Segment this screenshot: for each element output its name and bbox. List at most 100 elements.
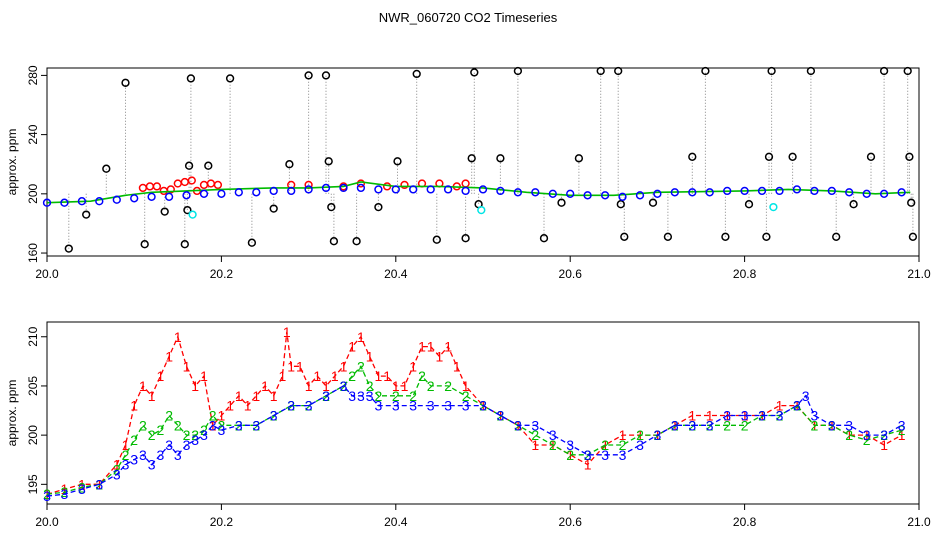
top-y-tick-label: 240 xyxy=(26,124,40,144)
bottom-point-3: 3 xyxy=(863,427,871,443)
bottom-point-3: 3 xyxy=(706,417,714,433)
top-point xyxy=(173,179,182,188)
bottom-point-2: 2 xyxy=(723,417,731,433)
top-point xyxy=(879,189,889,198)
bottom-point-1: 1 xyxy=(183,358,191,374)
top-point xyxy=(701,66,710,76)
top-point xyxy=(186,74,196,83)
bottom-point-3: 3 xyxy=(514,417,522,433)
top-point xyxy=(443,185,453,194)
top-series-line xyxy=(46,181,911,204)
top-point xyxy=(905,152,914,161)
bottom-point-1: 1 xyxy=(741,408,749,424)
bottom-point-3: 3 xyxy=(845,417,853,433)
bottom-point-3: 3 xyxy=(183,437,191,453)
top-point xyxy=(82,210,91,219)
top-point xyxy=(496,154,505,163)
top-point xyxy=(269,204,278,213)
bottom-point-1: 1 xyxy=(226,398,234,414)
top-x-tick-label: 20.6 xyxy=(559,267,583,281)
top-point xyxy=(324,157,333,166)
bottom-point-3: 3 xyxy=(723,408,731,424)
top-point xyxy=(566,189,575,198)
top-point xyxy=(688,188,697,197)
bottom-point-2: 2 xyxy=(78,479,86,495)
bottom-point-2: 2 xyxy=(409,388,417,404)
top-point xyxy=(461,234,470,243)
bottom-point-3: 3 xyxy=(584,447,592,463)
bottom-point-1: 1 xyxy=(392,378,400,394)
top-point xyxy=(467,154,476,163)
bottom-point-2: 2 xyxy=(366,378,374,394)
bottom-point-2: 2 xyxy=(497,408,505,424)
bottom-point-3: 3 xyxy=(828,417,836,433)
bottom-point-3: 3 xyxy=(270,408,278,424)
bottom-point-3: 3 xyxy=(95,476,103,492)
top-point xyxy=(321,71,331,80)
top-point xyxy=(138,183,148,193)
bottom-point-1: 1 xyxy=(296,358,304,374)
bottom-point-1: 1 xyxy=(313,368,321,384)
bottom-point-3: 3 xyxy=(793,398,801,414)
bottom-point-3: 3 xyxy=(654,427,662,443)
top-point xyxy=(757,186,767,196)
top-point xyxy=(112,195,121,204)
bottom-point-3: 3 xyxy=(218,422,226,438)
top-point xyxy=(217,189,226,198)
bottom-point-3: 3 xyxy=(322,388,330,404)
bottom-point-3: 3 xyxy=(235,417,243,433)
bottom-point-1: 1 xyxy=(776,398,784,414)
top-point xyxy=(767,66,776,76)
bottom-point-1: 1 xyxy=(95,476,103,492)
top-point xyxy=(352,237,361,246)
bottom-point-1: 1 xyxy=(601,437,609,453)
bottom-point-1: 1 xyxy=(401,378,409,394)
bottom-point-3: 3 xyxy=(148,457,156,473)
bottom-point-1: 1 xyxy=(235,388,243,404)
bottom-point-2: 2 xyxy=(165,408,173,424)
bottom-x-tick-label: 20.4 xyxy=(384,515,408,529)
bottom-point-2: 2 xyxy=(462,388,470,404)
top-y-tick-label: 200 xyxy=(26,183,40,203)
bottom-point-3: 3 xyxy=(688,417,696,433)
top-point xyxy=(620,232,629,241)
top-point xyxy=(614,66,623,76)
bottom-point-3: 3 xyxy=(549,427,557,443)
bottom-y-tick-label: 195 xyxy=(26,474,40,494)
top-point xyxy=(304,71,313,80)
bottom-point-2: 2 xyxy=(130,432,138,448)
bottom-point-3: 3 xyxy=(802,388,810,404)
bottom-point-1: 1 xyxy=(497,408,505,424)
top-point xyxy=(764,152,774,161)
bottom-point-2: 2 xyxy=(139,417,147,433)
top-point xyxy=(247,238,257,247)
bottom-point-1: 1 xyxy=(244,398,252,414)
top-point xyxy=(159,186,168,196)
bottom-point-3: 3 xyxy=(357,388,365,404)
panel-top: approx. ppm 20.0 20.2 20.4 20.6 20.8 21.0 160 2… xyxy=(5,65,931,281)
bottom-x-tick-label: 20.2 xyxy=(210,515,234,529)
bottom-point-2: 2 xyxy=(200,422,208,438)
bottom-point-2: 2 xyxy=(566,447,574,463)
top-point xyxy=(862,189,871,198)
bottom-point-3: 3 xyxy=(741,408,749,424)
top-point xyxy=(412,69,421,79)
bottom-point-1: 1 xyxy=(218,408,226,424)
top-point xyxy=(574,154,584,163)
panel-bottom: approx. ppm 20.0 20.2 20.4 20.6 20.8 21.0 195 2… xyxy=(5,321,931,529)
top-point xyxy=(788,152,797,161)
bottom-y-tick-label: 205 xyxy=(26,376,40,396)
bottom-point-1: 1 xyxy=(200,368,208,384)
top-point xyxy=(184,161,194,170)
bottom-point-2: 2 xyxy=(845,427,853,443)
bottom-point-1: 1 xyxy=(427,339,435,355)
top-point xyxy=(60,198,69,207)
bottom-point-3: 3 xyxy=(497,408,505,424)
bottom-point-3: 3 xyxy=(811,408,819,424)
bottom-point-1: 1 xyxy=(331,368,339,384)
bottom-point-1: 1 xyxy=(283,324,291,340)
bottom-point-1: 1 xyxy=(209,417,217,433)
top-point xyxy=(374,202,383,212)
bottom-point-2: 2 xyxy=(584,447,592,463)
bottom-point-1: 1 xyxy=(348,339,356,355)
